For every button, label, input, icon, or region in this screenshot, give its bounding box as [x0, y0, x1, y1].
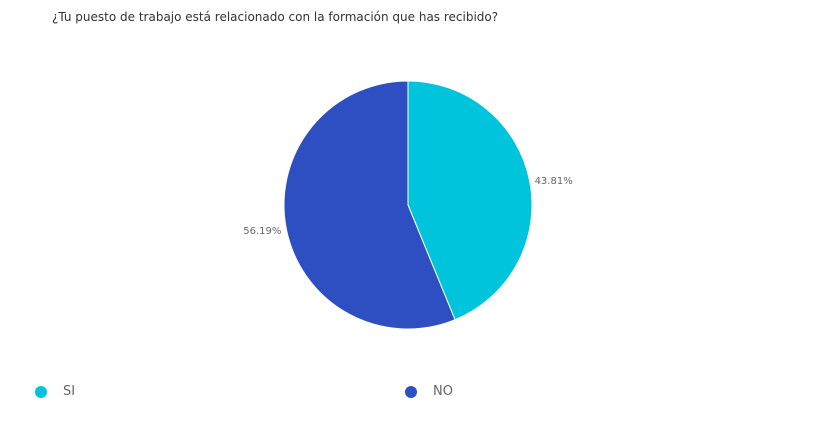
legend-dot-no	[405, 385, 417, 398]
chart-title: ¿Tu puesto de trabajo está relacionado c…	[52, 10, 499, 24]
pie-chart: 43.81% 56.19%	[243, 80, 573, 330]
pie-slice-no[interactable]	[283, 80, 456, 330]
legend-item-no[interactable]: NO	[405, 384, 453, 399]
legend-item-si[interactable]: SI	[35, 384, 75, 399]
legend-label-no: NO	[433, 384, 453, 399]
data-label-si: 43.81%	[535, 176, 573, 187]
legend-label-si: SI	[63, 384, 76, 399]
pie-slice-si[interactable]	[407, 80, 533, 321]
legend: SI NO	[0, 384, 816, 404]
data-label-no: 56.19%	[243, 226, 281, 237]
legend-dot-si	[35, 385, 47, 398]
